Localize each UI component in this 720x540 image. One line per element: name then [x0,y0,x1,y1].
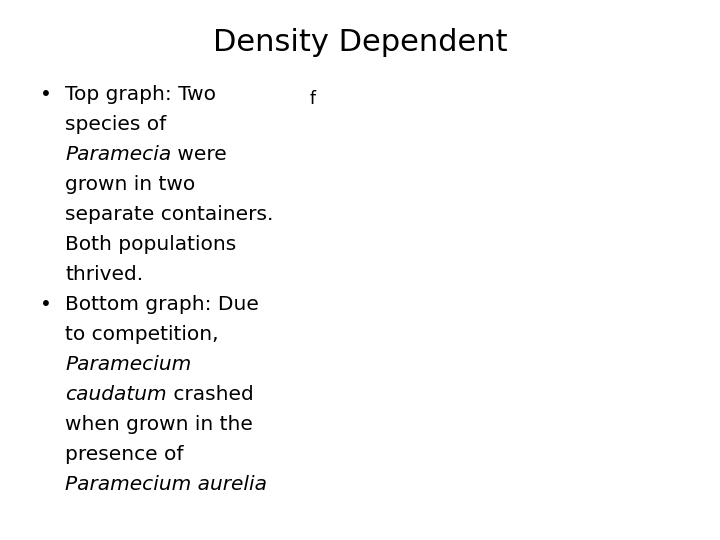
Text: caudatum: caudatum [65,385,166,404]
Text: Density Dependent: Density Dependent [212,28,508,57]
Text: Paramecia: Paramecia [65,145,171,164]
Text: species of: species of [65,115,166,134]
Text: thrived.: thrived. [65,265,143,284]
Text: to competition,: to competition, [65,325,219,344]
Text: when grown in the: when grown in the [65,415,253,434]
Text: crashed: crashed [166,385,253,404]
Text: Paramecium aurelia: Paramecium aurelia [65,475,267,494]
Text: separate containers.: separate containers. [65,205,274,224]
Text: were: were [171,145,227,164]
Text: f: f [310,90,316,108]
Text: presence of: presence of [65,445,184,464]
Text: •: • [40,295,52,314]
Text: Paramecium: Paramecium [65,355,192,374]
Text: Both populations: Both populations [65,235,236,254]
Text: •: • [40,85,52,104]
Text: Top graph: Two: Top graph: Two [65,85,216,104]
Text: grown in two: grown in two [65,175,195,194]
Text: Bottom graph: Due: Bottom graph: Due [65,295,259,314]
